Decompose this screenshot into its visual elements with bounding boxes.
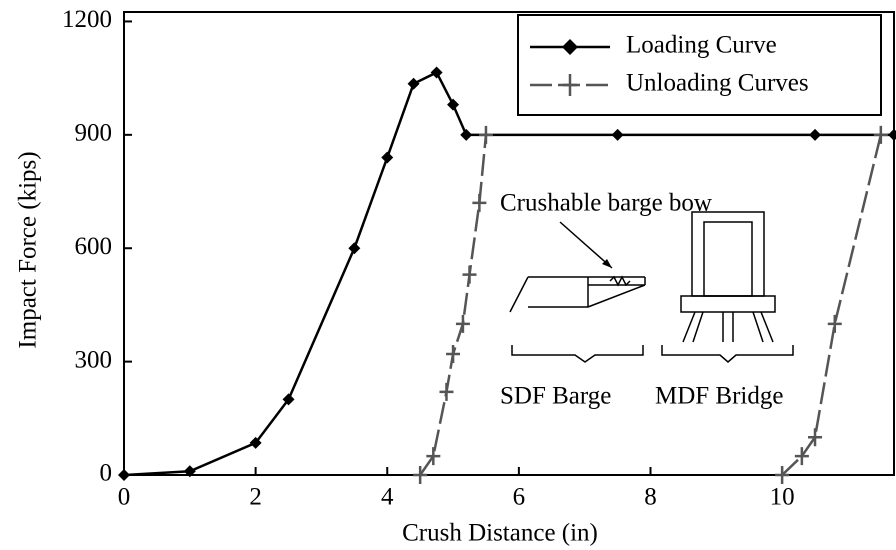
annotation-arrow xyxy=(560,222,612,268)
marker xyxy=(439,383,453,401)
marker xyxy=(446,345,460,363)
marker xyxy=(463,266,477,284)
marker xyxy=(118,469,130,481)
marker xyxy=(460,129,472,141)
marker xyxy=(381,152,393,164)
marker xyxy=(809,129,821,141)
x-tick-label: 8 xyxy=(644,484,657,511)
x-tick-label: 4 xyxy=(381,484,394,511)
sketch-line xyxy=(510,277,528,312)
annotation: MDF Bridge xyxy=(655,383,783,410)
bracket xyxy=(662,345,793,362)
y-tick-label: 300 xyxy=(75,346,113,373)
y-axis-label: Impact Force (kips) xyxy=(15,151,42,348)
marker xyxy=(431,66,443,78)
marker xyxy=(472,194,486,212)
pile xyxy=(693,312,703,342)
bridge-sketch xyxy=(662,212,793,362)
legend-label: Loading Curve xyxy=(626,32,777,59)
bracket xyxy=(512,345,643,362)
pile xyxy=(761,312,773,342)
x-tick-label: 6 xyxy=(513,484,526,511)
chart: Crushable barge bow SDF Barge MDF Bridge… xyxy=(0,0,896,550)
pier-opening xyxy=(704,222,752,296)
sketch-spring xyxy=(610,277,630,285)
marker xyxy=(456,315,470,333)
marker xyxy=(479,126,493,144)
pile-cap xyxy=(681,296,775,312)
pile xyxy=(753,312,763,342)
series-line xyxy=(420,135,881,475)
pier-frame xyxy=(692,212,764,296)
series-line xyxy=(124,72,894,475)
y-tick-label: 600 xyxy=(75,233,113,260)
y-tick-label: 900 xyxy=(75,120,113,147)
x-tick-label: 10 xyxy=(770,484,795,511)
x-axis-label: Crush Distance (in) xyxy=(402,520,598,547)
marker xyxy=(612,129,624,141)
y-tick-label: 1200 xyxy=(62,6,112,33)
marker xyxy=(447,99,459,111)
marker xyxy=(888,129,896,141)
marker xyxy=(348,242,360,254)
annotation: Crushable barge bow xyxy=(500,190,712,217)
legend-label: Unloading Curves xyxy=(626,70,809,97)
marker xyxy=(874,126,888,144)
legend-box xyxy=(518,15,881,115)
marker xyxy=(828,315,842,333)
sketch-line xyxy=(588,285,645,307)
pile xyxy=(683,312,695,342)
x-tick-label: 2 xyxy=(249,484,262,511)
annotation: SDF Barge xyxy=(500,383,611,410)
barge-sketch xyxy=(510,277,645,362)
marker xyxy=(408,78,420,90)
y-tick-label: 0 xyxy=(100,460,113,487)
x-tick-label: 0 xyxy=(118,484,131,511)
